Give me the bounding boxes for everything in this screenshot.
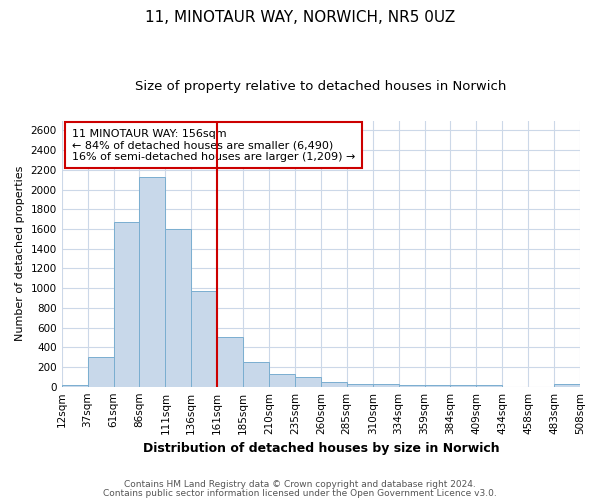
Bar	[243, 362, 269, 386]
Bar	[425, 385, 451, 386]
Bar	[269, 374, 295, 386]
Bar	[554, 384, 580, 386]
Text: 11, MINOTAUR WAY, NORWICH, NR5 0UZ: 11, MINOTAUR WAY, NORWICH, NR5 0UZ	[145, 10, 455, 25]
Bar	[295, 378, 321, 386]
Bar	[139, 176, 166, 386]
Bar	[321, 382, 347, 386]
Text: 11 MINOTAUR WAY: 156sqm
← 84% of detached houses are smaller (6,490)
16% of semi: 11 MINOTAUR WAY: 156sqm ← 84% of detache…	[72, 128, 355, 162]
Bar	[398, 384, 425, 386]
Bar	[373, 384, 398, 386]
Title: Size of property relative to detached houses in Norwich: Size of property relative to detached ho…	[135, 80, 506, 93]
Y-axis label: Number of detached properties: Number of detached properties	[15, 166, 25, 342]
Bar	[217, 338, 243, 386]
Bar	[476, 385, 502, 386]
Bar	[191, 291, 217, 386]
Bar	[113, 222, 139, 386]
Text: Contains HM Land Registry data © Crown copyright and database right 2024.: Contains HM Land Registry data © Crown c…	[124, 480, 476, 489]
Bar	[62, 384, 88, 386]
Bar	[166, 229, 191, 386]
Bar	[88, 357, 113, 386]
Bar	[347, 384, 373, 386]
Text: Contains public sector information licensed under the Open Government Licence v3: Contains public sector information licen…	[103, 489, 497, 498]
Bar	[451, 385, 476, 386]
X-axis label: Distribution of detached houses by size in Norwich: Distribution of detached houses by size …	[143, 442, 499, 455]
